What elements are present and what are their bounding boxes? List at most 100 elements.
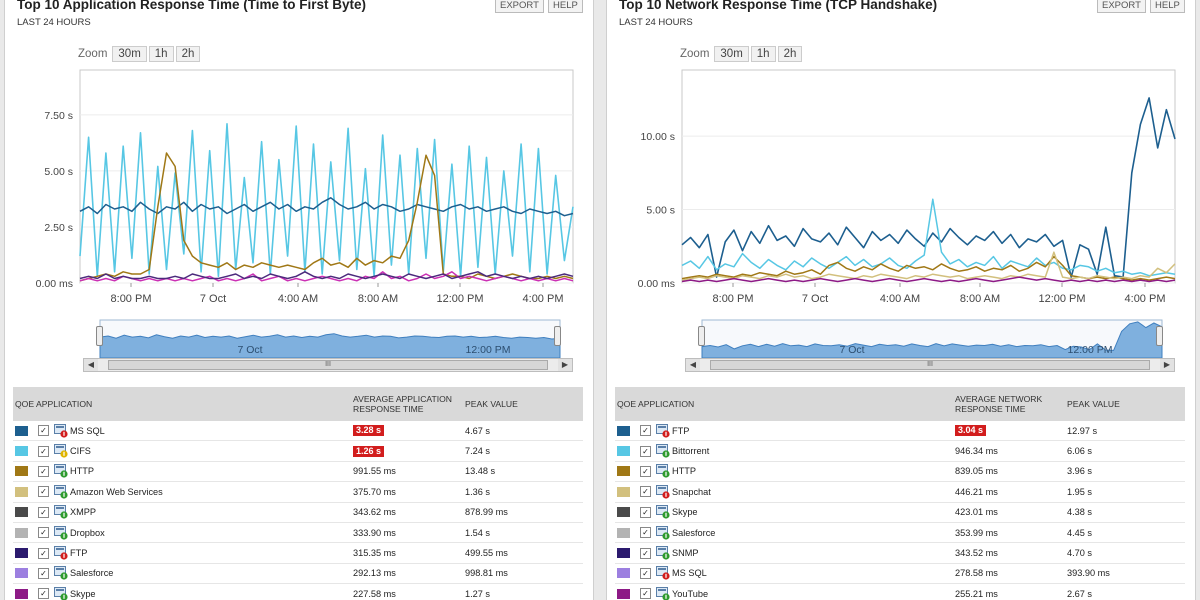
- application-name[interactable]: SNMP: [672, 548, 699, 559]
- series-visibility-checkbox[interactable]: ✓: [640, 506, 651, 518]
- series-visibility-checkbox[interactable]: ✓: [640, 445, 651, 457]
- col-peak-value[interactable]: PEAK VALUE: [465, 387, 583, 421]
- export-button[interactable]: EXPORT: [495, 0, 544, 13]
- col-qoe-application[interactable]: QOE APPLICATION: [615, 387, 955, 421]
- average-value: 991.55 ms: [353, 466, 396, 477]
- col-qoe-application[interactable]: QOE APPLICATION: [13, 387, 353, 421]
- navigator-right-handle[interactable]: [554, 326, 561, 346]
- navigator-right-handle[interactable]: [1156, 326, 1163, 346]
- scroll-thumb[interactable]: III: [710, 360, 1150, 370]
- series-visibility-checkbox[interactable]: ✓: [640, 547, 651, 559]
- application-status-icon: [656, 464, 670, 479]
- table-row[interactable]: ✓ XMPP 343.62 ms 878.99 ms: [13, 502, 583, 523]
- table-row[interactable]: ✓ Skype 227.58 ms 1.27 s: [13, 583, 583, 600]
- series-visibility-checkbox[interactable]: ✓: [38, 486, 49, 498]
- table-row[interactable]: ✓ Salesforce 353.99 ms 4.45 s: [615, 522, 1185, 544]
- series-visibility-checkbox[interactable]: ✓: [38, 425, 49, 437]
- navigator-left-handle[interactable]: [698, 326, 705, 346]
- application-name[interactable]: Skype: [672, 507, 698, 518]
- series-line[interactable]: [681, 198, 1176, 277]
- table-row[interactable]: ✓ HTTP 839.05 ms 3.96 s: [615, 461, 1185, 483]
- application-name[interactable]: Bittorrent: [672, 446, 710, 457]
- series-visibility-checkbox[interactable]: ✓: [640, 465, 651, 477]
- table-row[interactable]: ✓ Dropbox 333.90 ms 1.54 s: [13, 522, 583, 544]
- application-name[interactable]: HTTP: [70, 466, 94, 477]
- scroll-thumb[interactable]: III: [108, 360, 548, 370]
- application-name[interactable]: Skype: [70, 588, 96, 599]
- table-row[interactable]: ✓ YouTube 255.21 ms 2.67 s: [615, 583, 1185, 600]
- table-row[interactable]: ✓ CIFS 1.26 s 7.24 s: [13, 440, 583, 462]
- application-name[interactable]: MS SQL: [672, 568, 707, 579]
- zoom-30m-button[interactable]: 30m: [112, 46, 147, 62]
- table-row[interactable]: ✓ Skype 423.01 ms 4.38 s: [615, 502, 1185, 523]
- table-row[interactable]: ✓ Amazon Web Services 375.70 ms 1.36 s: [13, 481, 583, 503]
- application-name[interactable]: Snapchat: [672, 486, 711, 497]
- chart-navigator[interactable]: 7 Oct 12:00 PM: [607, 0, 1196, 380]
- series-visibility-checkbox[interactable]: ✓: [38, 547, 49, 559]
- series-visibility-checkbox[interactable]: ✓: [38, 527, 49, 539]
- series-visibility-checkbox[interactable]: ✓: [38, 506, 49, 518]
- series-visibility-checkbox[interactable]: ✓: [38, 588, 49, 600]
- average-cell: 839.05 ms: [955, 461, 1067, 483]
- chart-navigator[interactable]: 7 Oct 12:00 PM: [5, 0, 594, 380]
- series-line[interactable]: [681, 276, 1176, 283]
- alert-value-badge: 1.26 s: [353, 445, 385, 457]
- series-line[interactable]: [79, 152, 574, 282]
- application-name[interactable]: MS SQL: [70, 425, 105, 436]
- application-name[interactable]: FTP: [70, 548, 88, 559]
- zoom-2h-button[interactable]: 2h: [777, 46, 803, 62]
- export-button[interactable]: EXPORT: [1097, 0, 1146, 13]
- scroll-right-arrow[interactable]: ▶: [1160, 359, 1174, 371]
- series-visibility-checkbox[interactable]: ✓: [640, 527, 651, 539]
- series-line[interactable]: [79, 122, 574, 278]
- application-name[interactable]: HTTP: [672, 466, 696, 477]
- zoom-2h-button[interactable]: 2h: [175, 46, 201, 62]
- table-row[interactable]: ✓ HTTP 991.55 ms 13.48 s: [13, 461, 583, 483]
- application-name[interactable]: Salesforce: [70, 568, 114, 579]
- chart-scrollbar[interactable]: ◀ III ▶: [83, 358, 573, 372]
- navigator-left-handle[interactable]: [96, 326, 103, 346]
- table-row[interactable]: ✓ FTP 3.04 s 12.97 s: [615, 421, 1185, 442]
- table-row[interactable]: ✓ MS SQL 278.58 ms 393.90 ms: [615, 563, 1185, 585]
- col-peak-value[interactable]: PEAK VALUE: [1067, 387, 1185, 421]
- series-line[interactable]: [681, 97, 1176, 278]
- help-button[interactable]: HELP: [1150, 0, 1185, 13]
- table-row[interactable]: ✓ Salesforce 292.13 ms 998.81 ms: [13, 563, 583, 585]
- series-visibility-checkbox[interactable]: ✓: [38, 445, 49, 457]
- table-row[interactable]: ✓ Snapchat 446.21 ms 1.95 s: [615, 481, 1185, 503]
- series-visibility-checkbox[interactable]: ✓: [640, 588, 651, 600]
- series-line[interactable]: [79, 197, 574, 217]
- response-time-chart[interactable]: 0.00 ms 5.00 s 10.00 s 8:00 PM 7 Oct 4:00 AM 8…: [607, 64, 1196, 320]
- average-value: 278.58 ms: [955, 568, 998, 579]
- table-row[interactable]: ✓ SNMP 343.52 ms 4.70 s: [615, 542, 1185, 564]
- table-row[interactable]: ✓ MS SQL 3.28 s 4.67 s: [13, 421, 583, 442]
- col-average-response[interactable]: AVERAGE APPLICATION RESPONSE TIME: [353, 387, 465, 421]
- series-line[interactable]: [79, 271, 574, 280]
- application-name[interactable]: Salesforce: [672, 527, 716, 538]
- help-button[interactable]: HELP: [548, 0, 583, 13]
- series-visibility-checkbox[interactable]: ✓: [640, 567, 651, 579]
- series-visibility-checkbox[interactable]: ✓: [38, 465, 49, 477]
- scroll-right-arrow[interactable]: ▶: [558, 359, 572, 371]
- zoom-30m-button[interactable]: 30m: [714, 46, 749, 62]
- series-visibility-checkbox[interactable]: ✓: [640, 425, 651, 437]
- x-tick-label: 4:00 PM: [1125, 293, 1166, 305]
- application-name[interactable]: YouTube: [672, 588, 709, 599]
- application-name[interactable]: XMPP: [70, 507, 97, 518]
- application-name[interactable]: CIFS: [70, 446, 91, 457]
- zoom-1h-button[interactable]: 1h: [148, 46, 174, 62]
- series-line[interactable]: [681, 251, 1176, 281]
- table-row[interactable]: ✓ FTP 315.35 ms 499.55 ms: [13, 542, 583, 564]
- table-row[interactable]: ✓ Bittorrent 946.34 ms 6.06 s: [615, 440, 1185, 462]
- zoom-1h-button[interactable]: 1h: [750, 46, 776, 62]
- col-average-response[interactable]: AVERAGE NETWORK RESPONSE TIME: [955, 387, 1067, 421]
- series-visibility-checkbox[interactable]: ✓: [38, 567, 49, 579]
- scroll-left-arrow[interactable]: ◀: [84, 359, 98, 371]
- scroll-left-arrow[interactable]: ◀: [686, 359, 700, 371]
- response-time-chart[interactable]: 0.00 ms 2.50 s 5.00 s 7.50 s 8:00 PM 7 Oct 4:0…: [5, 64, 594, 320]
- application-name[interactable]: Amazon Web Services: [70, 486, 163, 497]
- application-name[interactable]: Dropbox: [70, 527, 105, 538]
- chart-scrollbar[interactable]: ◀ III ▶: [685, 358, 1175, 372]
- series-visibility-checkbox[interactable]: ✓: [640, 486, 651, 498]
- application-name[interactable]: FTP: [672, 425, 690, 436]
